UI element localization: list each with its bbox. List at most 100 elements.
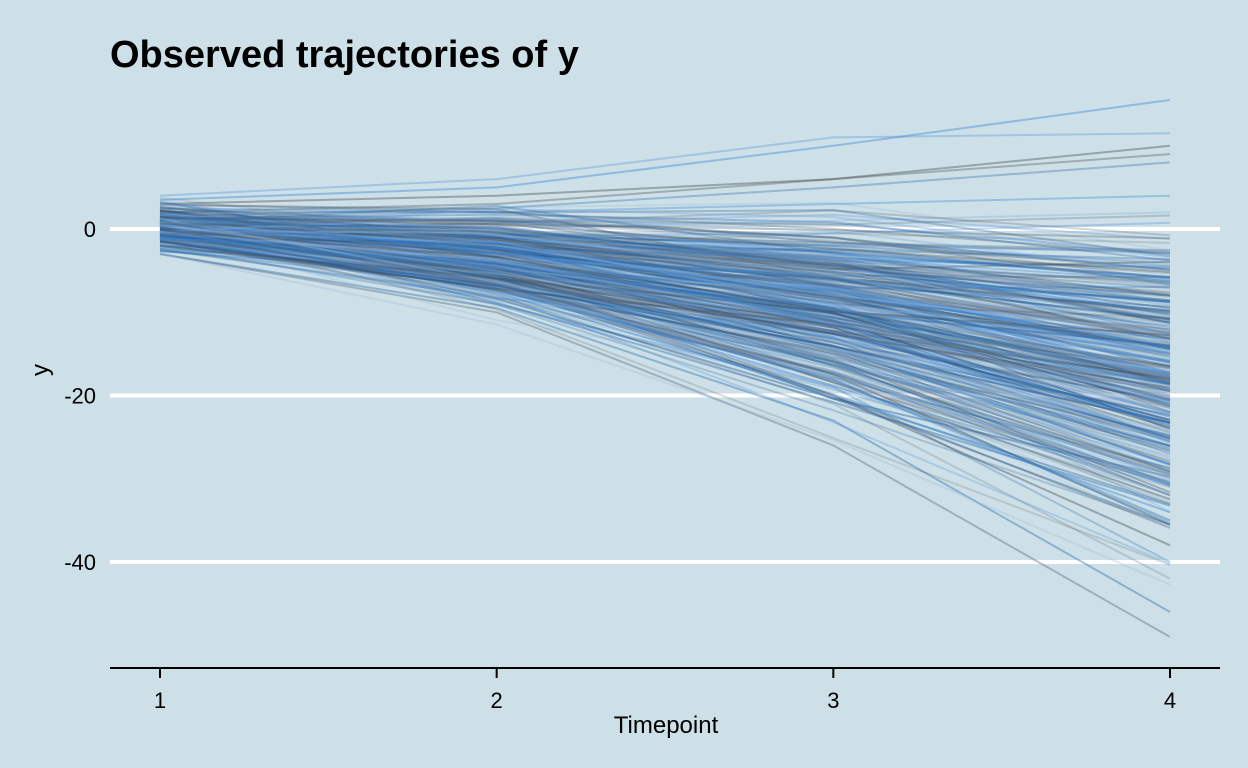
- trajectory-line: [159, 229, 1171, 418]
- trajectory-line: [159, 253, 1171, 613]
- trajectory-line: [159, 231, 1171, 319]
- trajectory-line: [159, 214, 1171, 314]
- trajectory-line: [159, 229, 1171, 386]
- trajectory-line: [159, 223, 1171, 282]
- trajectory-line: [159, 228, 1171, 455]
- x-axis: 1 2 3 4: [110, 667, 1220, 713]
- trajectory-line: [159, 222, 1171, 310]
- trajectory-line: [159, 221, 1171, 421]
- trajectory-line: [159, 239, 1171, 476]
- trajectory-line: [159, 224, 1171, 378]
- trajectory-line: [159, 239, 1171, 462]
- trajectory-line: [159, 225, 1171, 526]
- trajectory-line: [159, 217, 1171, 271]
- trajectory-line: [159, 220, 1171, 442]
- trajectory-line: [159, 232, 1171, 380]
- trajectory-line: [159, 229, 1171, 486]
- trajectory-line: [159, 221, 1171, 414]
- y-axis: 0 -20 -40: [64, 217, 96, 575]
- trajectory-line: [159, 250, 1171, 355]
- trajectory-line: [159, 217, 1171, 254]
- trajectory-line: [159, 209, 1171, 383]
- trajectory-line: [159, 218, 1171, 364]
- trajectory-line: [159, 219, 1171, 378]
- trajectory-line: [159, 223, 1171, 358]
- trajectory-line: [159, 233, 1171, 505]
- trajectory-line: [159, 250, 1171, 349]
- trajectory-line: [159, 214, 1171, 328]
- trajectory-line: [159, 228, 1171, 278]
- trajectory-line: [159, 234, 1171, 457]
- trajectory-line: [159, 219, 1171, 487]
- trajectory-line: [159, 238, 1171, 418]
- trajectory-line: [159, 201, 1171, 427]
- trajectory-line: [159, 222, 1171, 364]
- trajectory-line: [159, 228, 1171, 331]
- trajectory-line: [159, 236, 1171, 385]
- trajectory-line: [159, 216, 1171, 334]
- trajectory-line: [159, 220, 1171, 253]
- trajectory-line: [159, 219, 1171, 324]
- trajectory-line: [159, 238, 1171, 450]
- trajectory-line: [159, 99, 1171, 201]
- trajectory-line: [159, 219, 1171, 264]
- trajectory-line: [159, 231, 1171, 399]
- trajectory-line: [159, 234, 1171, 403]
- trajectory-line: [159, 213, 1171, 302]
- trajectory-line: [159, 226, 1171, 362]
- trajectory-line: [159, 225, 1171, 447]
- trajectory-line: [159, 238, 1171, 359]
- trajectory-line: [159, 219, 1171, 339]
- trajectory-line: [159, 205, 1171, 406]
- trajectory-line: [159, 222, 1171, 341]
- trajectory-line: [159, 219, 1171, 309]
- trajectory-line: [159, 218, 1171, 414]
- trajectory-line: [159, 211, 1171, 231]
- y-tick-label-2: -40: [64, 550, 96, 575]
- trajectory-line: [159, 223, 1171, 400]
- trajectory-line: [159, 223, 1171, 442]
- trajectory-line: [159, 233, 1171, 334]
- trajectory-line: [159, 229, 1171, 294]
- trajectory-line: [159, 211, 1171, 487]
- trajectory-line: [159, 215, 1171, 351]
- trajectory-line: [159, 233, 1171, 357]
- trajectory-line: [159, 226, 1171, 440]
- trajectory-line: [159, 209, 1171, 258]
- trajectory-line: [159, 235, 1171, 450]
- trajectory-line: [159, 211, 1171, 297]
- trajectory-line: [159, 211, 1171, 362]
- trajectory-line: [159, 219, 1171, 283]
- trajectory-line: [159, 234, 1171, 479]
- trajectory-line: [159, 213, 1171, 421]
- trajectory-line: [159, 217, 1171, 436]
- trajectory-line: [159, 222, 1171, 375]
- trajectory-line: [159, 231, 1171, 303]
- trajectory-line: [159, 215, 1171, 392]
- trajectory-line: [159, 221, 1171, 334]
- trajectory-line: [159, 234, 1171, 425]
- trajectory-line: [159, 194, 1171, 214]
- trajectory-line: [159, 214, 1171, 303]
- trajectory-line: [159, 226, 1171, 475]
- trajectory-line: [159, 242, 1171, 439]
- trajectory-line: [159, 230, 1171, 436]
- trajectory-line: [159, 245, 1171, 367]
- trajectory-line: [159, 223, 1171, 380]
- trajectory-line: [159, 220, 1171, 503]
- trajectory-line: [159, 222, 1171, 339]
- trajectory-line: [159, 217, 1171, 401]
- trajectory-line: [159, 240, 1171, 522]
- trajectory-line: [159, 232, 1171, 547]
- trajectory-line: [159, 221, 1171, 377]
- trajectory-line: [159, 248, 1171, 580]
- trajectory-line: [159, 236, 1171, 347]
- trajectory-line: [159, 227, 1171, 401]
- trajectory-line: [159, 225, 1171, 415]
- trajectory-line: [159, 234, 1171, 379]
- trajectory-line: [159, 221, 1171, 348]
- trajectory-line: [159, 228, 1171, 413]
- trajectory-line: [159, 240, 1171, 424]
- trajectory-line: [159, 224, 1171, 388]
